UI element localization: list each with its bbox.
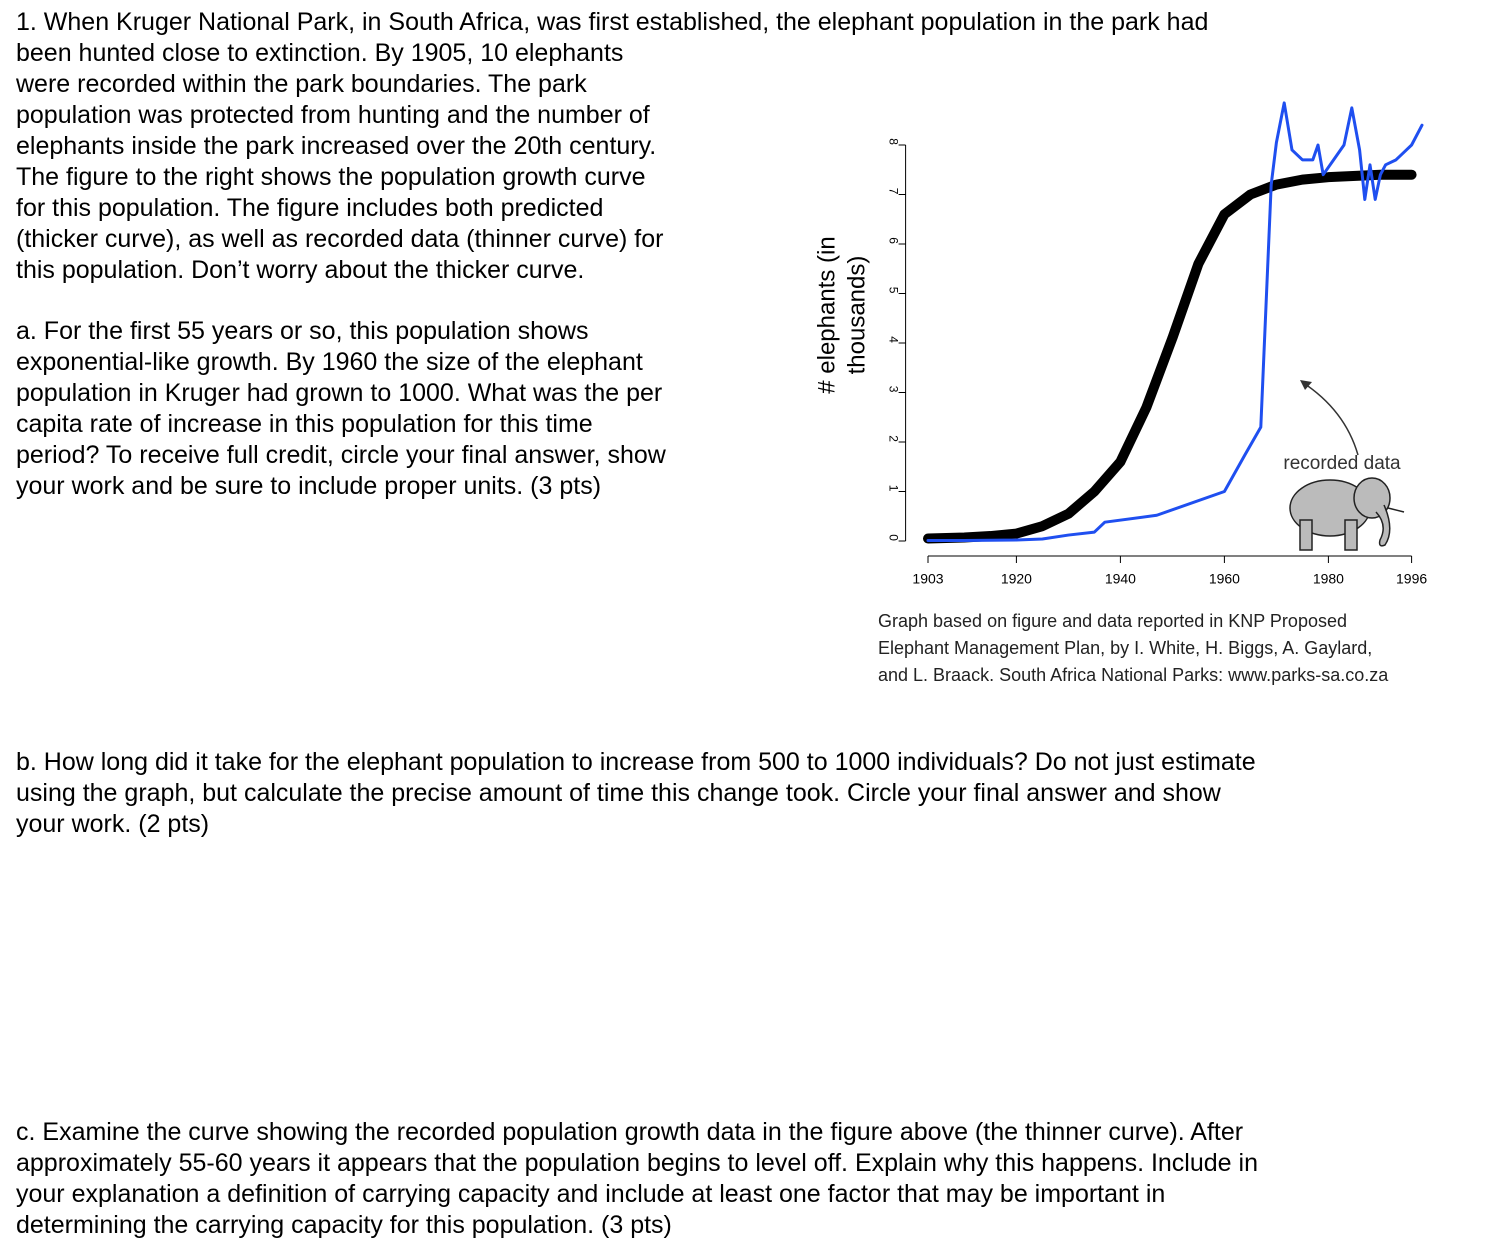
text-line: a. For the first 55 years or so, this po…: [16, 317, 589, 345]
y-tick-label: 2: [886, 435, 900, 442]
x-tick-label: 1940: [1105, 571, 1136, 587]
x-tick-label: 1920: [1001, 571, 1032, 587]
y-tick-label: 1: [886, 485, 900, 492]
text-line: been hunted close to extinction. By 1905…: [16, 39, 624, 67]
y-tick-label: 4: [886, 336, 900, 343]
series-line: [923, 169, 1417, 544]
text-line: were recorded within the park boundaries…: [16, 70, 587, 98]
caption-line: Graph based on figure and data reported …: [878, 611, 1347, 631]
text-line: approximately 55-60 years it appears tha…: [16, 1149, 1258, 1177]
text-line: population in Kruger had grown to 1000. …: [16, 379, 663, 407]
text-line: population was protected from hunting an…: [16, 101, 650, 129]
arrow-head: [1300, 380, 1312, 390]
text-line: exponential-like growth. By 1960 the siz…: [16, 348, 643, 376]
text-line: using the graph, but calculate the preci…: [16, 779, 1221, 807]
x-tick-label: 1960: [1209, 571, 1240, 587]
y-tick-label: 6: [886, 237, 900, 244]
series-line: [926, 101, 1424, 543]
y-tick-label: 0: [886, 534, 900, 541]
text-line: 1. When Kruger National Park, in South A…: [16, 8, 1209, 36]
y-axis-label: # elephants (in: [813, 236, 840, 393]
text-line: (thicker curve), as well as recorded dat…: [16, 225, 664, 253]
arrow: [1301, 381, 1359, 456]
caption-line: and L. Braack. South Africa National Par…: [878, 665, 1389, 685]
text-line: determining the carrying capacity for th…: [16, 1211, 672, 1239]
text-line: your work. (2 pts): [16, 810, 210, 838]
text-line: c. Examine the curve showing the recorde…: [16, 1118, 1244, 1146]
text-line: period? To receive full credit, circle y…: [16, 441, 666, 469]
x-tick-label: 1996: [1396, 571, 1427, 587]
y-tick-label: 8: [886, 138, 900, 145]
y-axis-label: thousands): [843, 256, 870, 375]
x-tick-label: 1980: [1313, 571, 1344, 587]
text-line: elephants inside the park increased over…: [16, 132, 657, 160]
y-tick-label: 7: [886, 188, 900, 195]
text-line: capita rate of increase in this populati…: [16, 410, 593, 438]
y-tick-label: 5: [886, 287, 900, 294]
text-line: this population. Don’t worry about the t…: [16, 256, 585, 284]
text-line: your work and be sure to include proper …: [16, 472, 602, 500]
text-line: The figure to the right shows the popula…: [16, 163, 646, 191]
y-tick-label: 3: [886, 386, 900, 393]
text-line: your explanation a definition of carryin…: [16, 1180, 1166, 1208]
text-line: for this population. The figure includes…: [16, 194, 604, 222]
text-line: b. How long did it take for the elephant…: [16, 748, 1256, 776]
annotation: recorded data: [1283, 453, 1401, 474]
caption-line: Elephant Management Plan, by I. White, H…: [878, 638, 1372, 658]
x-tick-label: 1903: [912, 571, 943, 587]
elephant-icon: [1289, 477, 1405, 551]
